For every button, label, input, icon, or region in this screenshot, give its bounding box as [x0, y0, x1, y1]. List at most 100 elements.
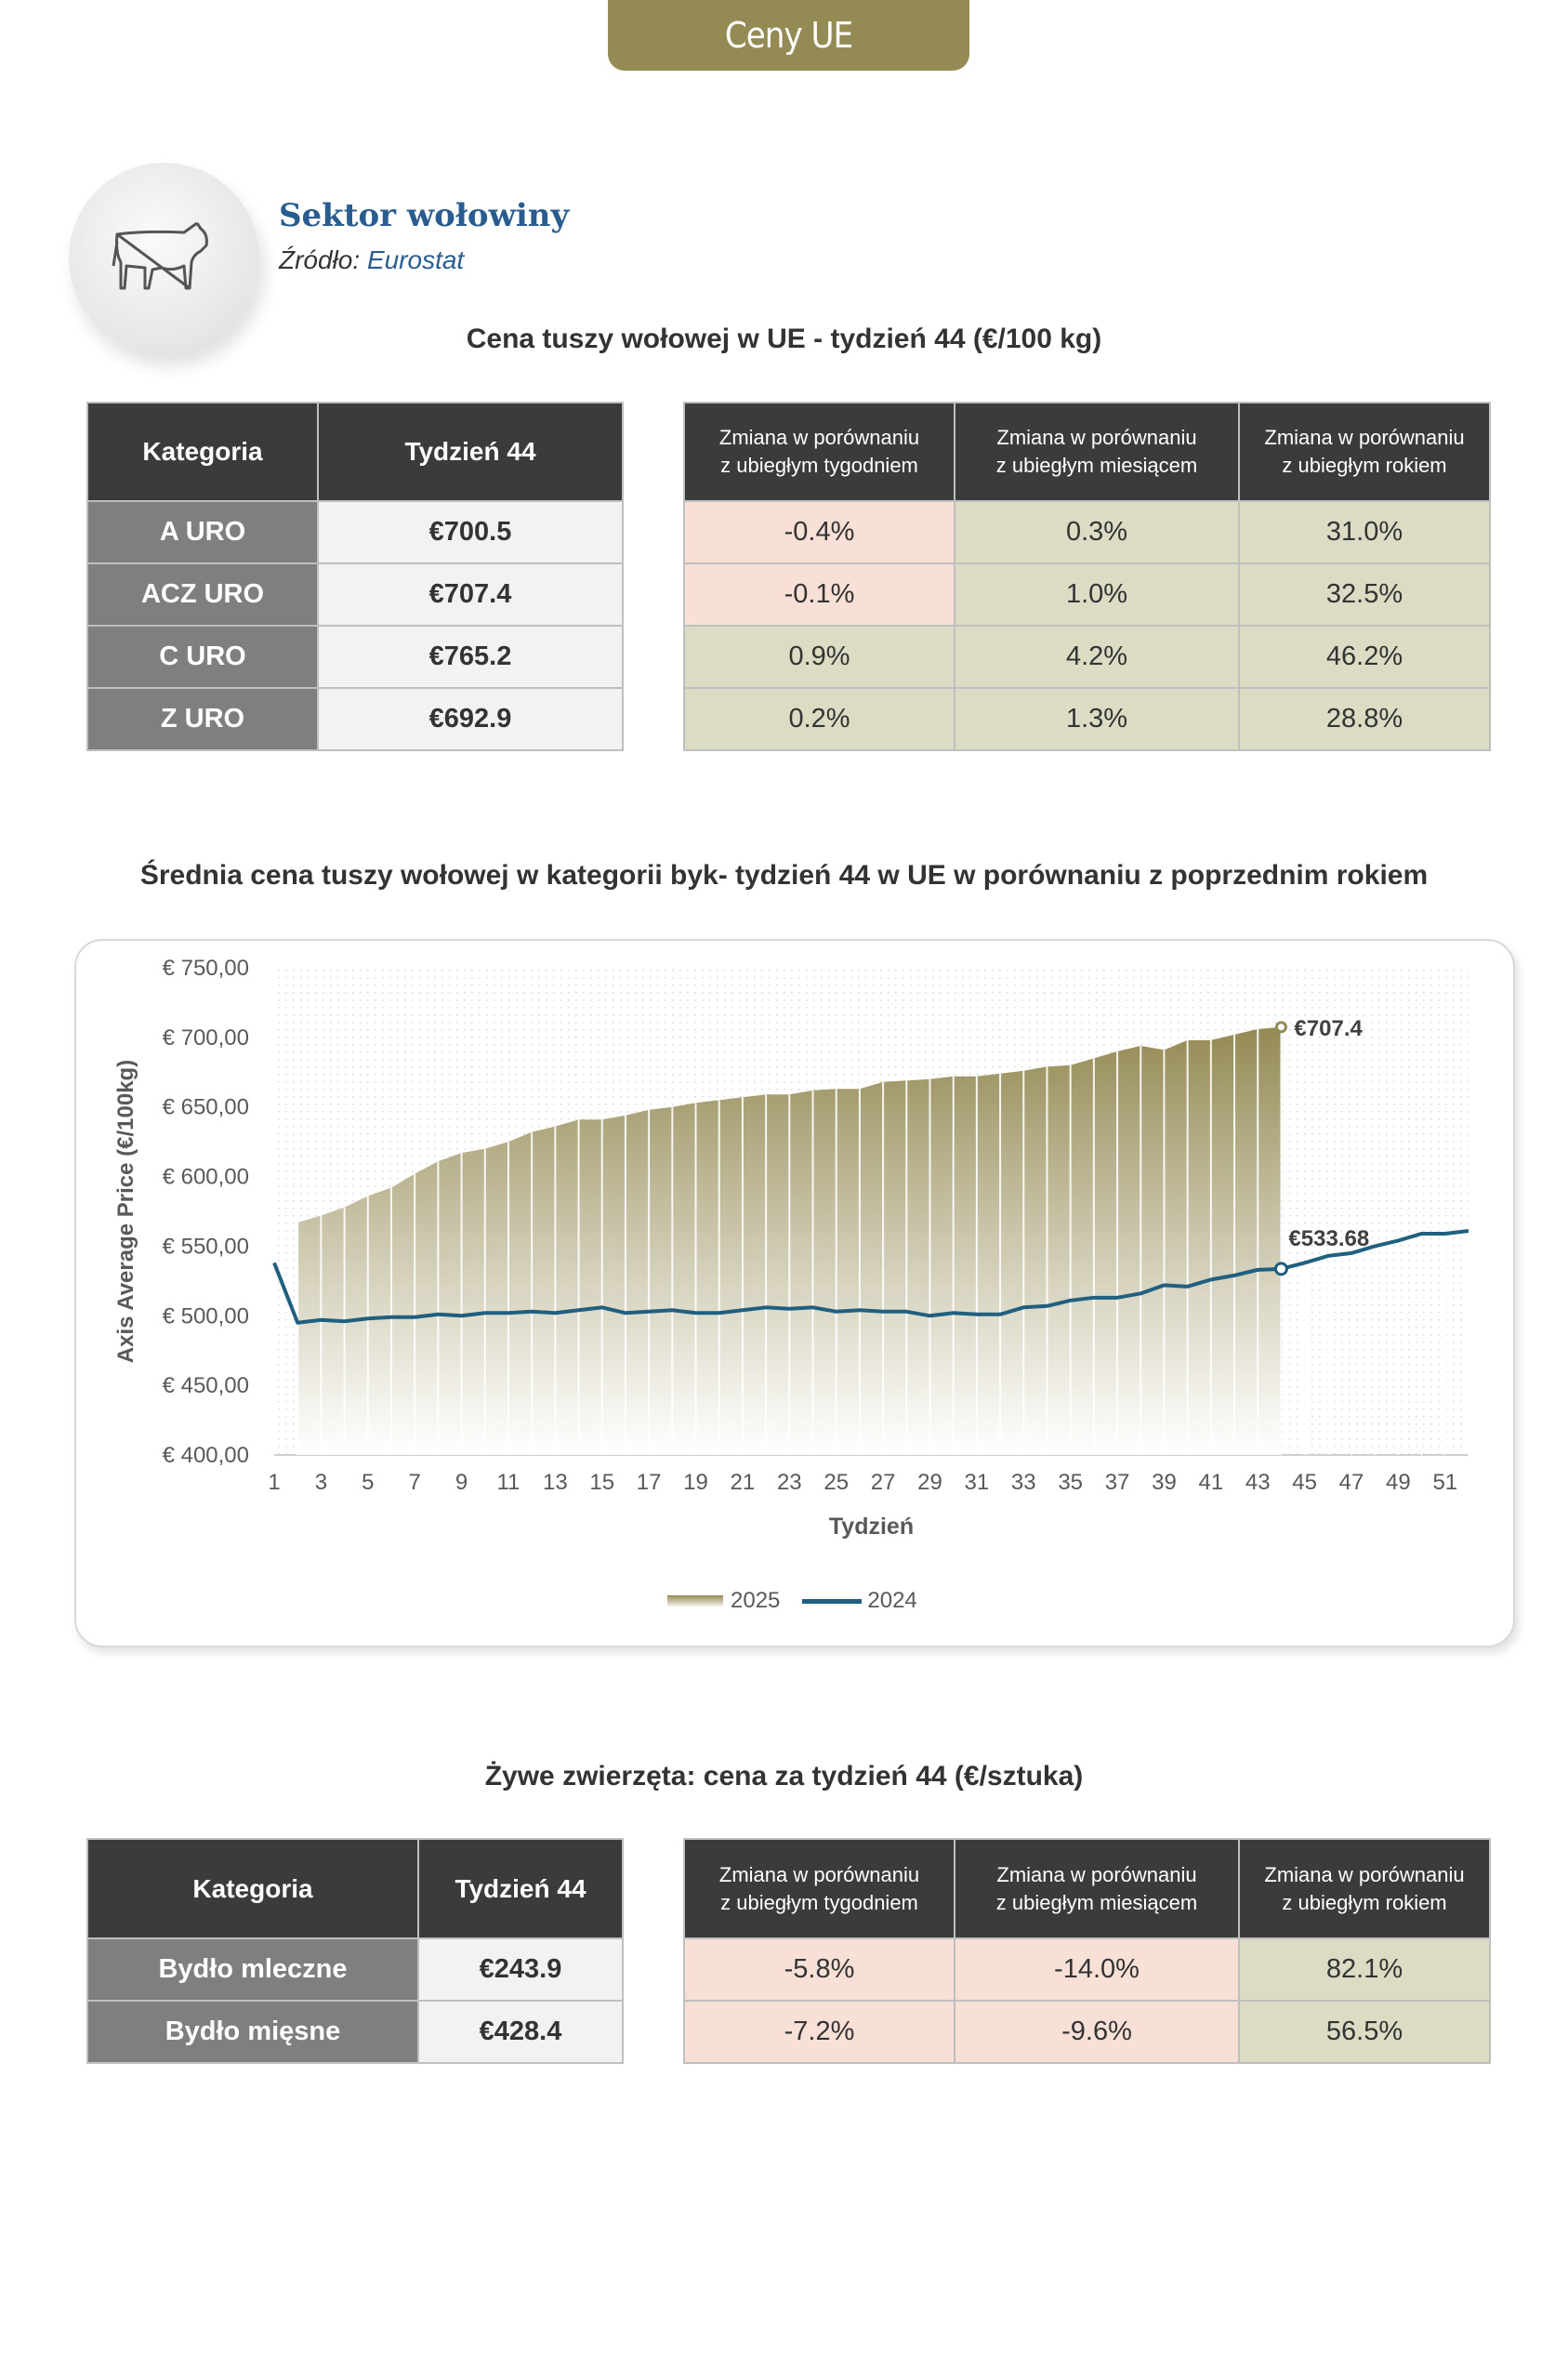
live-table-title: Żywe zwierzęta: cena za tydzień 44 (€/sz… [484, 1761, 1084, 1792]
table-row: Bydło mleczne €243.9 [86, 1937, 624, 2002]
x-tick-label: 43 [1245, 1470, 1271, 1495]
week-change-cell: -7.2% [683, 2000, 955, 2064]
source-line: Źródło: Eurostat [279, 245, 464, 275]
header-line: Zmiana w porównaniu [996, 1862, 1197, 1886]
year-change-cell: 32.5% [1238, 562, 1491, 627]
week-change-cell: -0.4% [683, 500, 955, 564]
header-line: Zmiana w porównaniu [718, 1862, 920, 1886]
header-year-change: Zmiana w porównaniu z ubiegłym rokiem [1238, 1838, 1491, 1939]
x-tick-label: 21 [731, 1470, 756, 1495]
x-tick-label: 9 [455, 1470, 468, 1495]
cow-icon [112, 221, 208, 290]
series-2024-line [272, 1228, 1469, 1325]
table-row: 0.2% 1.3% 28.8% [683, 687, 1491, 751]
category-cell: Bydło mleczne [86, 1937, 419, 2002]
legend-swatch-2024 [802, 1598, 863, 1604]
series-2024-marker-label: €533.68 [1288, 1226, 1369, 1251]
header-year-change: Zmiana w porównaniu z ubiegłym rokiem [1238, 402, 1491, 502]
x-tick-label: 35 [1058, 1470, 1083, 1495]
x-tick-label: 45 [1292, 1470, 1317, 1495]
x-tick-label: 5 [362, 1470, 374, 1495]
x-tick-label: 15 [589, 1470, 614, 1495]
year-change-cell: 56.5% [1238, 2000, 1491, 2064]
category-cell: A URO [86, 500, 319, 564]
header-category: Kategoria [86, 402, 319, 502]
series-2024-marker [1273, 1262, 1288, 1276]
x-tick-label: 29 [917, 1470, 942, 1495]
price-cell: €692.9 [317, 687, 624, 751]
category-cell: ACZ URO [86, 562, 319, 627]
x-tick-label: 1 [268, 1470, 280, 1495]
year-change-cell: 31.0% [1238, 500, 1491, 564]
table-row: -5.8% -14.0% 82.1% [683, 1937, 1491, 2002]
header-category: Kategoria [86, 1838, 419, 1939]
month-change-cell: -9.6% [954, 2000, 1240, 2064]
x-tick-label: 33 [1011, 1470, 1036, 1495]
table-row: A URO €700.5 [86, 500, 624, 564]
x-tick-label: 51 [1432, 1470, 1457, 1495]
month-change-cell: 1.3% [954, 687, 1240, 751]
x-tick-label: 39 [1152, 1470, 1177, 1495]
y-tick-label: € 400,00 [163, 1443, 249, 1468]
header-line: Zmiana w porównaniu [1264, 1862, 1465, 1886]
category-cell: Bydło mięsne [86, 2000, 419, 2064]
header-line: Zmiana w porównaniu [1264, 426, 1465, 449]
x-tick-label: 23 [777, 1470, 802, 1495]
series-2025-end-marker [1274, 1021, 1287, 1034]
price-cell: €428.4 [417, 2000, 624, 2064]
table-row: C URO €765.2 [86, 625, 624, 689]
header-line: z ubiegłym miesiącem [995, 1890, 1198, 1914]
header-month-change: Zmiana w porównaniu z ubiegłym miesiącem [954, 402, 1240, 502]
y-tick-label: € 550,00 [163, 1234, 249, 1259]
header-week: Tydzień 44 [317, 402, 624, 502]
header-line: z ubiegłym miesiącem [995, 454, 1198, 477]
y-tick-label: € 750,00 [163, 956, 249, 981]
x-tick-label: 49 [1386, 1470, 1411, 1495]
table-row: Bydło mięsne €428.4 [86, 2000, 624, 2064]
y-tick-label: € 500,00 [163, 1303, 249, 1329]
x-tick-label: 47 [1339, 1470, 1364, 1495]
header-line: Zmiana w porównaniu [996, 426, 1197, 449]
price-cell: €765.2 [317, 625, 624, 689]
category-cell: Z URO [86, 687, 319, 751]
header-week: Tydzień 44 [417, 1838, 624, 1939]
legend-swatch-2025 [667, 1595, 723, 1606]
week-change-cell: -0.1% [683, 562, 955, 627]
y-axis-label: Axis Average Price (€/100kg) [113, 1059, 138, 1364]
header-line: z ubiegłym rokiem [1282, 1890, 1447, 1914]
year-change-cell: 82.1% [1238, 1937, 1491, 2002]
carcass-table-title: Cena tuszy wołowej w UE - tydzień 44 (€/… [466, 324, 1102, 354]
month-change-cell: 1.0% [954, 562, 1240, 627]
x-tick-label: 27 [871, 1470, 896, 1495]
table-row: -0.1% 1.0% 32.5% [683, 562, 1491, 627]
week-change-cell: 0.9% [683, 625, 955, 689]
price-chart: € 400,00 € 450,00 € 500,00 € 550,00 € 600,00… [163, 956, 1469, 1495]
table-row: -0.4% 0.3% 31.0% [683, 500, 1491, 564]
price-cell: €243.9 [417, 1937, 624, 2002]
legend-label-2024: 2024 [867, 1588, 917, 1613]
legend: 2025 2024 [667, 1588, 917, 1614]
table-row: Z URO €692.9 [86, 687, 624, 751]
header-line: Zmiana w porównaniu [718, 426, 920, 449]
year-change-cell: 28.8% [1238, 687, 1491, 751]
week-change-cell: 0.2% [683, 687, 955, 751]
header-month-change: Zmiana w porównaniu z ubiegłym miesiącem [954, 1838, 1240, 1939]
table-row: ACZ URO €707.4 [86, 562, 624, 627]
carcass-price-table: Kategoria Tydzień 44 A URO €700.5 ACZ URO €… [86, 402, 624, 751]
section-tab: Ceny UE [608, 0, 969, 71]
header-line: z ubiegłym rokiem [1282, 454, 1447, 477]
header-week-change: Zmiana w porównaniu z ubiegłym tygodniem [683, 1838, 955, 1939]
table-row: 0.9% 4.2% 46.2% [683, 625, 1491, 689]
x-tick-label: 3 [315, 1470, 327, 1495]
y-tick-label: € 450,00 [163, 1373, 249, 1398]
header-week-change: Zmiana w porównaniu z ubiegłym tygodniem [683, 402, 955, 502]
chart-title: Średnia cena tuszy wołowej w kategorii b… [139, 860, 1429, 891]
x-tick-label: 25 [824, 1470, 849, 1495]
x-axis-label: Tydzień [828, 1514, 915, 1540]
header-line: z ubiegłym tygodniem [720, 454, 918, 477]
month-change-cell: -14.0% [954, 1937, 1240, 2002]
x-tick-label: 41 [1198, 1470, 1223, 1495]
month-change-cell: 4.2% [954, 625, 1240, 689]
source-label: Źródło: [279, 245, 361, 274]
